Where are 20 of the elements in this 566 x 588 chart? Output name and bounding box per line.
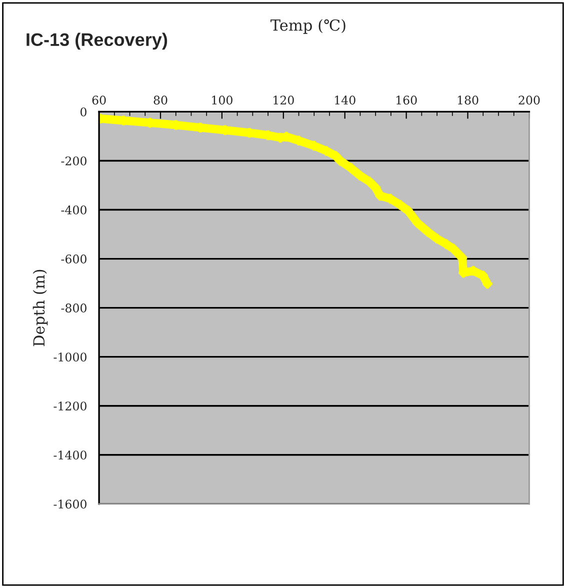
x-tick-label: 160 <box>396 96 417 105</box>
y-tick-label: -1000 <box>54 352 86 362</box>
x-tick-label: 180 <box>458 96 478 105</box>
y-tick-label: 0 <box>80 107 86 116</box>
y-axis-title: Depth (m) <box>32 270 48 346</box>
x-tick-label: 100 <box>212 96 232 105</box>
y-tick-label: -200 <box>61 156 86 166</box>
y-tick-label: -400 <box>61 205 86 214</box>
x-tick-label: 60 <box>92 96 106 105</box>
x-tick-label: 80 <box>154 96 168 105</box>
chart-title: IC-13 (Recovery) <box>26 32 168 50</box>
x-tick-label: 120 <box>274 96 294 105</box>
x-tick-label: 200 <box>518 96 540 105</box>
y-tick-label: -1600 <box>54 500 86 509</box>
x-axis-title: Temp (℃) <box>270 19 346 34</box>
y-tick-label: -600 <box>61 254 86 264</box>
x-tick-label: 140 <box>335 96 356 105</box>
y-tick-label: -1200 <box>54 402 86 411</box>
y-tick-label: -1400 <box>54 450 86 460</box>
y-tick-label: -800 <box>61 304 86 312</box>
